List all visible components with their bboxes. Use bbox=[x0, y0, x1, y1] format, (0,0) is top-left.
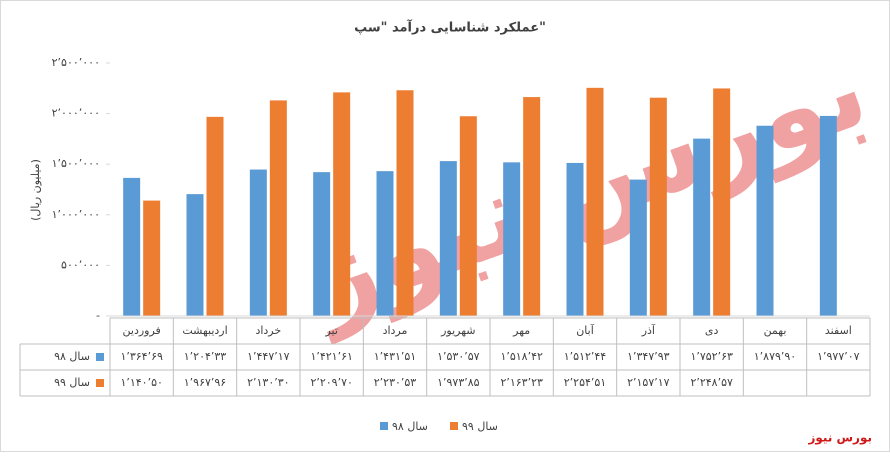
legend-key bbox=[96, 353, 104, 361]
data-label: ۲٬۱۳۰٬۳۰ bbox=[247, 376, 289, 389]
legend-label: سال ۹۸ bbox=[392, 420, 428, 433]
bar bbox=[819, 115, 837, 316]
data-label: ۱٬۲۰۴٬۳۳ bbox=[184, 350, 227, 363]
x-tick-label: شهریور bbox=[440, 324, 475, 337]
bar bbox=[186, 194, 204, 316]
chart-title: عملکرد شناسایی درآمد "سپ" bbox=[354, 19, 546, 36]
x-tick-label: فروردین bbox=[123, 324, 161, 337]
data-label: ۲٬۲۵۴٬۵۱ bbox=[564, 376, 606, 389]
bar bbox=[649, 97, 667, 316]
data-label: ۲٬۱۵۷٬۱۷ bbox=[627, 376, 670, 389]
data-label: ۱٬۹۷۷٬۰۷ bbox=[817, 350, 860, 363]
data-label: ۱٬۳۴۷٬۹۳ bbox=[627, 350, 670, 363]
bar bbox=[439, 161, 457, 316]
y-tick-label: ۲٬۵۰۰٬۰۰۰ bbox=[52, 56, 100, 69]
bar bbox=[756, 125, 774, 316]
x-tick-label: آذر bbox=[641, 323, 656, 337]
x-tick-label: اسفند bbox=[825, 324, 852, 337]
bar bbox=[503, 162, 521, 316]
data-label: ۲٬۲۴۸٬۵۷ bbox=[690, 376, 733, 389]
x-tick-label: دی bbox=[705, 324, 719, 337]
y-tick-label: ۵۰۰٬۰۰۰ bbox=[61, 258, 100, 271]
data-label: ۲٬۱۶۳٬۲۳ bbox=[500, 376, 543, 389]
data-label: ۱٬۸۷۹٬۹۰ bbox=[754, 350, 796, 363]
bar bbox=[313, 172, 331, 316]
x-tick-label: بهمن bbox=[764, 324, 787, 337]
bar bbox=[396, 90, 414, 317]
data-label: ۱٬۷۵۲٬۶۳ bbox=[690, 350, 733, 363]
x-tick-label: آبان bbox=[576, 323, 594, 337]
bar bbox=[566, 162, 584, 316]
bar bbox=[249, 169, 267, 316]
legend-key bbox=[96, 379, 104, 387]
bar bbox=[143, 200, 161, 316]
data-label: ۱٬۹۷۳٬۸۵ bbox=[437, 376, 480, 389]
y-axis-label: (میلیون ریال) bbox=[29, 159, 42, 221]
data-label: ۲٬۲۰۹٬۷۰ bbox=[310, 376, 352, 389]
x-tick-label: تیر bbox=[324, 324, 337, 337]
data-label: ۱٬۵۱۸٬۴۲ bbox=[500, 350, 543, 363]
data-label: ۱٬۵۱۲٬۴۴ bbox=[564, 350, 607, 363]
bar bbox=[693, 138, 711, 316]
x-tick-label: مهر bbox=[512, 324, 530, 337]
bar bbox=[333, 92, 351, 316]
x-tick-label: مرداد bbox=[383, 324, 408, 337]
data-label: ۱٬۴۳۱٬۵۱ bbox=[374, 350, 416, 363]
legend-key bbox=[450, 422, 458, 430]
series-label: سال ۹۹ bbox=[54, 376, 90, 389]
data-label: ۱٬۹۶۷٬۹۶ bbox=[184, 376, 226, 389]
bar bbox=[586, 87, 604, 316]
source: بورس نیوز bbox=[807, 431, 872, 446]
bar bbox=[629, 179, 647, 316]
data-label: ۱٬۴۴۷٬۱۷ bbox=[247, 350, 290, 363]
data-label: ۱٬۳۶۴٬۶۹ bbox=[120, 350, 163, 363]
bar bbox=[523, 97, 541, 317]
y-tick-label: ۲٬۰۰۰٬۰۰۰ bbox=[52, 107, 100, 120]
data-label: ۱٬۵۳۰٬۵۷ bbox=[437, 350, 480, 363]
bar bbox=[713, 88, 731, 316]
x-tick-label: اردیبهشت bbox=[182, 324, 227, 337]
bar bbox=[206, 116, 224, 317]
y-tick-label: - bbox=[96, 309, 100, 322]
legend-key bbox=[380, 422, 388, 430]
y-tick-label: ۱٬۰۰۰٬۰۰۰ bbox=[52, 208, 100, 221]
data-label: ۱٬۴۲۱٬۶۱ bbox=[310, 350, 352, 363]
y-tick-label: ۱٬۵۰۰٬۰۰۰ bbox=[52, 157, 100, 170]
data-label: ۱٬۱۴۰٬۵۰ bbox=[120, 376, 162, 389]
bar bbox=[269, 100, 287, 317]
bar bbox=[123, 177, 141, 316]
x-tick-label: خرداد bbox=[255, 324, 281, 337]
bar bbox=[459, 116, 477, 316]
bar bbox=[376, 171, 394, 316]
legend-label: سال ۹۹ bbox=[462, 420, 498, 433]
data-label: ۲٬۲۳۰٬۵۳ bbox=[374, 376, 417, 389]
series-label: سال ۹۸ bbox=[54, 350, 90, 363]
